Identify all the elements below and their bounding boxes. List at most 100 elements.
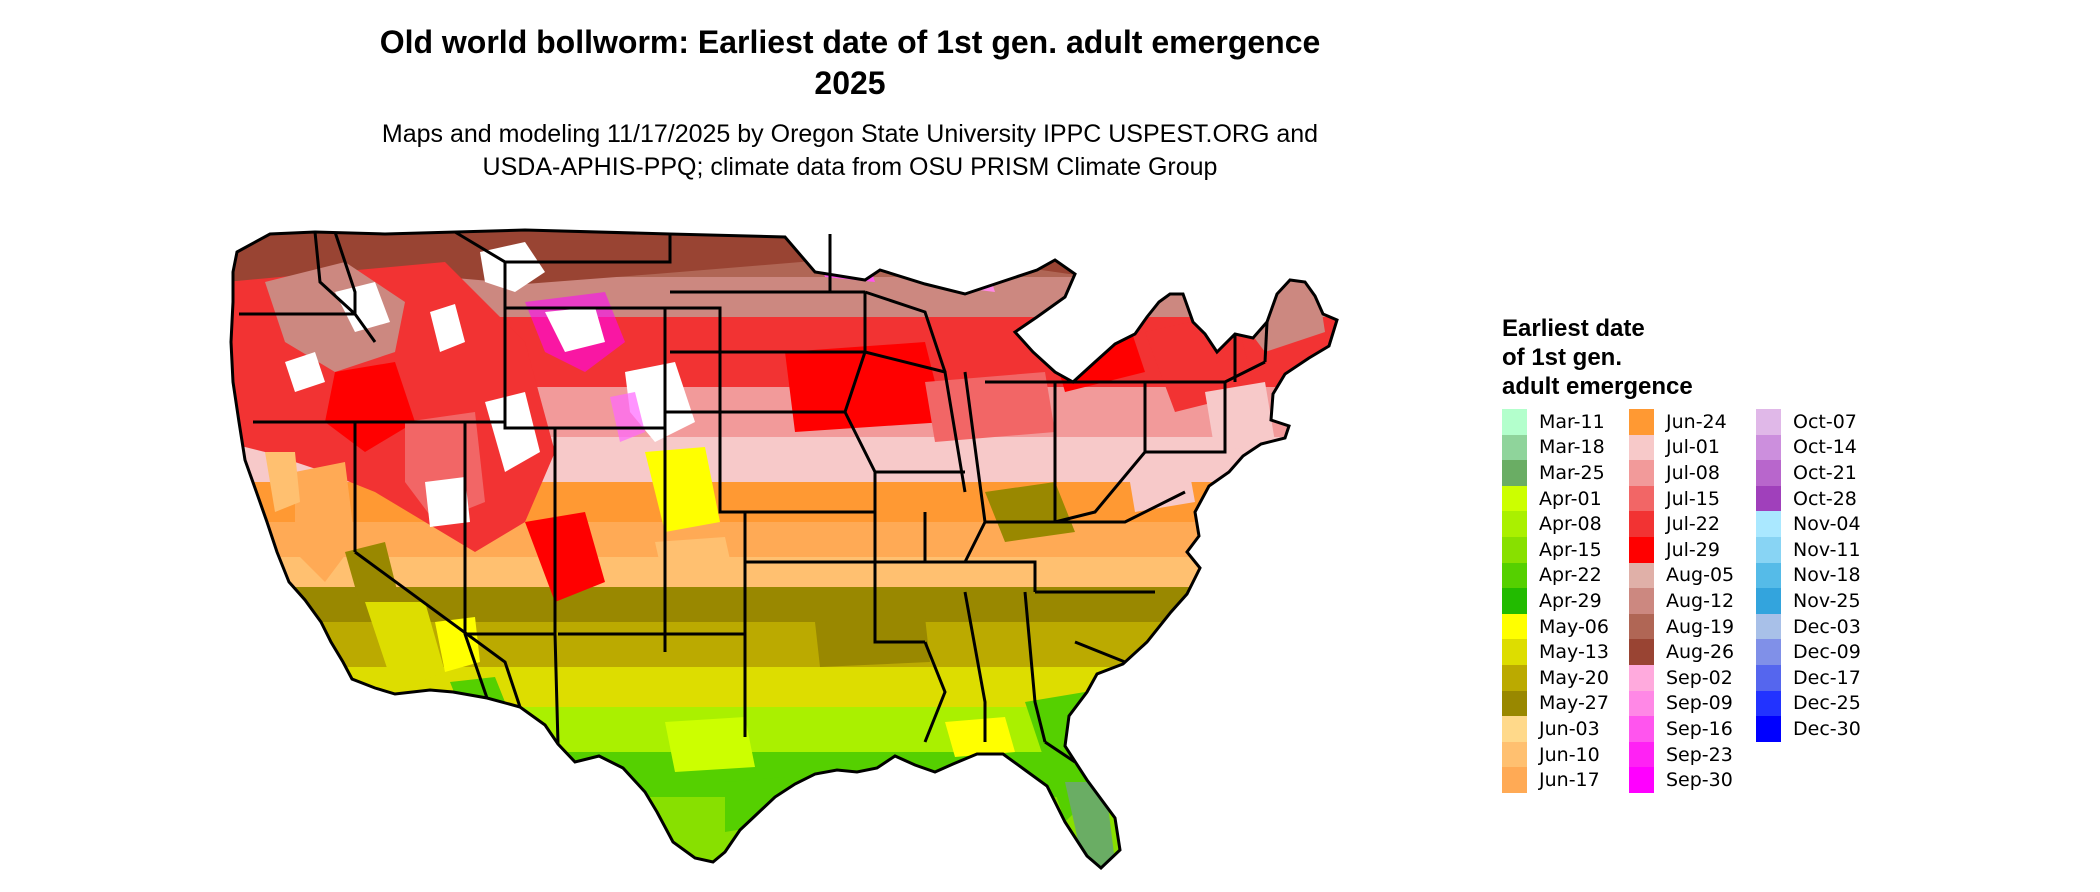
legend-item: Nov-11	[1756, 536, 1883, 563]
legend-swatch	[1629, 716, 1654, 742]
legend-item: Oct-14	[1756, 434, 1883, 461]
legend-swatch	[1502, 613, 1527, 640]
legend-swatch	[1756, 588, 1781, 614]
state-boundaries	[229, 228, 1339, 871]
legend-swatch	[1502, 767, 1527, 793]
legend-item: Aug-12	[1629, 588, 1756, 614]
legend-swatch	[1629, 409, 1654, 435]
legend-item: Sep-30	[1629, 767, 1756, 793]
legend-label: Sep-09	[1666, 692, 1733, 715]
legend-label: Mar-11	[1539, 410, 1605, 433]
subtitle-line-1: Maps and modeling 11/17/2025 by Oregon S…	[381, 120, 1319, 148]
legend-label: Aug-05	[1666, 564, 1735, 587]
legend-item: May-20	[1502, 664, 1629, 691]
legend-item: Apr-01	[1502, 485, 1629, 512]
legend-item: May-06	[1502, 613, 1629, 640]
conus-map-svg	[229, 228, 1339, 871]
legend-swatch	[1629, 664, 1654, 691]
legend-item: Sep-09	[1629, 690, 1756, 717]
legend-swatch	[1502, 741, 1527, 768]
legend-swatch	[1629, 460, 1654, 486]
legend-swatch	[1629, 613, 1654, 640]
subtitle-line-2: USDA-APHIS-PPQ; climate data from OSU PR…	[482, 153, 1218, 181]
legend-item: Dec-17	[1756, 664, 1883, 691]
conus-map	[225, 222, 1475, 892]
legend-label: Aug-12	[1666, 589, 1735, 612]
legend-label: Apr-01	[1539, 487, 1602, 510]
legend-item: May-13	[1502, 639, 1629, 665]
legend-item: Jul-08	[1629, 460, 1756, 486]
legend-label: Dec-25	[1793, 692, 1861, 715]
legend-item: Jul-01	[1629, 434, 1756, 461]
legend-label: Dec-30	[1793, 717, 1861, 740]
legend-columns: Mar-11 Mar-18 Mar-25 Apr-01 Apr-08 Apr-15 Apr-…	[1502, 409, 1883, 793]
legend-label: Jul-15	[1666, 487, 1720, 510]
legend-swatch	[1629, 485, 1654, 512]
legend-item: Jun-24	[1629, 409, 1756, 435]
legend-label: Apr-15	[1539, 538, 1602, 561]
legend-item: Jun-17	[1502, 767, 1629, 793]
map-title-block: Old world bollworm: Earliest date of 1st…	[200, 22, 1500, 184]
legend-item: Nov-04	[1756, 511, 1883, 537]
legend-label: Dec-09	[1793, 641, 1861, 664]
legend-label: Dec-03	[1793, 615, 1861, 638]
legend-label: May-13	[1539, 641, 1609, 664]
legend-label: Sep-23	[1666, 743, 1733, 766]
legend-item: Apr-29	[1502, 588, 1629, 614]
legend-label: Sep-30	[1666, 769, 1733, 792]
legend-label: Jun-03	[1539, 717, 1600, 740]
legend-label: Nov-11	[1793, 538, 1861, 561]
legend-item: Aug-19	[1629, 613, 1756, 640]
legend-label: Apr-22	[1539, 564, 1602, 587]
legend-swatch	[1502, 511, 1527, 537]
legend-label: Jun-17	[1539, 769, 1600, 792]
legend-swatch	[1629, 639, 1654, 665]
legend-label: Jul-01	[1666, 436, 1720, 459]
legend-label: Jul-29	[1666, 538, 1720, 561]
legend-item: Sep-23	[1629, 741, 1756, 768]
legend-item: Dec-03	[1756, 613, 1883, 640]
legend-item: Dec-30	[1756, 716, 1883, 742]
legend-label: Apr-08	[1539, 513, 1602, 536]
legend-swatch	[1502, 409, 1527, 435]
legend-item: Nov-18	[1756, 562, 1883, 589]
legend-item: Mar-25	[1502, 460, 1629, 486]
legend-label: Aug-19	[1666, 615, 1735, 638]
legend-item: Jul-29	[1629, 536, 1756, 563]
legend-item: Sep-16	[1629, 716, 1756, 742]
legend-label: Oct-07	[1793, 410, 1857, 433]
legend-item: Jun-03	[1502, 716, 1629, 742]
legend-swatch	[1756, 409, 1781, 435]
legend-swatch	[1502, 716, 1527, 742]
legend-label: Aug-26	[1666, 641, 1735, 664]
legend-label: May-27	[1539, 692, 1609, 715]
legend-swatch	[1629, 767, 1654, 793]
legend-swatch	[1502, 690, 1527, 717]
legend-swatch	[1629, 690, 1654, 717]
legend-label: Mar-25	[1539, 461, 1605, 484]
legend-swatch	[1502, 588, 1527, 614]
legend-swatch	[1502, 639, 1527, 665]
legend-label: Jun-10	[1539, 743, 1600, 766]
legend-item: Dec-25	[1756, 690, 1883, 717]
legend-item: Oct-21	[1756, 460, 1883, 486]
legend-item: Dec-09	[1756, 639, 1883, 665]
legend-column: Mar-11 Mar-18 Mar-25 Apr-01 Apr-08 Apr-15 Apr-…	[1502, 409, 1629, 793]
legend-label: Oct-14	[1793, 436, 1857, 459]
legend-item: Oct-07	[1756, 409, 1883, 435]
legend-item: Apr-22	[1502, 562, 1629, 589]
legend-swatch	[1756, 716, 1781, 742]
map-legend: Earliest date of 1st gen. adult emergenc…	[1502, 314, 1883, 793]
legend-item: Aug-05	[1629, 562, 1756, 589]
legend-label: Mar-18	[1539, 436, 1605, 459]
legend-swatch	[1629, 434, 1654, 461]
legend-swatch	[1502, 460, 1527, 486]
legend-label: Sep-16	[1666, 717, 1733, 740]
legend-swatch	[1502, 485, 1527, 512]
legend-label: May-20	[1539, 666, 1609, 689]
legend-item: Apr-08	[1502, 511, 1629, 537]
legend-swatch	[1756, 460, 1781, 486]
legend-swatch	[1756, 536, 1781, 563]
legend-label: Jul-22	[1666, 513, 1720, 536]
legend-label: Oct-28	[1793, 487, 1857, 510]
